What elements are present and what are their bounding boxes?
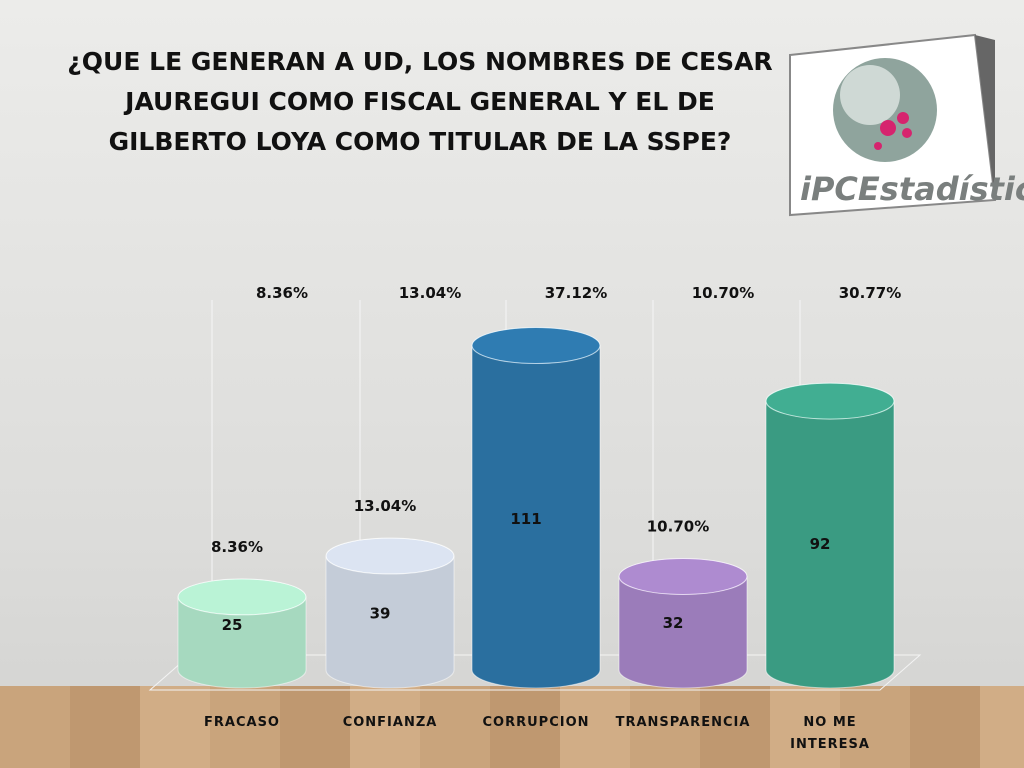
cylinder — [765, 400, 895, 689]
value-label: 39 — [370, 605, 391, 623]
value-label: 25 — [222, 616, 243, 634]
top-percent-label: 37.12% — [545, 284, 607, 302]
cylinder-top — [177, 578, 307, 616]
percent-label: 13.04% — [354, 497, 416, 515]
cylinder-top — [325, 537, 455, 575]
cylinder — [177, 596, 307, 689]
value-label: 92 — [810, 535, 831, 553]
cylinder — [471, 345, 601, 689]
cylinder — [618, 575, 748, 689]
percent-label: 8.36% — [211, 538, 263, 556]
logo: iPCEstadística — [789, 33, 1024, 217]
logo-text: iPCEstadística — [800, 170, 1024, 208]
percent-label: 10.70% — [647, 517, 709, 535]
value-label: 32 — [663, 614, 684, 632]
top-percent-label: 13.04% — [399, 284, 461, 302]
cylinder-top — [618, 557, 748, 595]
floor — [0, 686, 1024, 768]
top-percent-label: 10.70% — [692, 284, 754, 302]
x-tick-label: FRACASO — [204, 715, 280, 730]
x-tick-label: CORRUPCION — [482, 715, 590, 730]
top-percent-label: 30.77% — [839, 284, 901, 302]
x-tick-label: TRANSPARENCIA — [615, 715, 751, 730]
chart-title: ¿QUE LE GENERAN A UD, LOS NOMBRES DE CES… — [67, 47, 773, 156]
x-tick-label: CONFIANZA — [342, 715, 438, 730]
cylinder — [325, 555, 455, 689]
cylinder-top — [765, 382, 895, 420]
top-percent-label: 8.36% — [256, 284, 308, 302]
floor-outline — [148, 654, 922, 691]
value-label: 111 — [510, 510, 541, 528]
x-tick-label: NO ME INTERESA — [790, 715, 870, 752]
cylinder-top — [471, 327, 601, 365]
